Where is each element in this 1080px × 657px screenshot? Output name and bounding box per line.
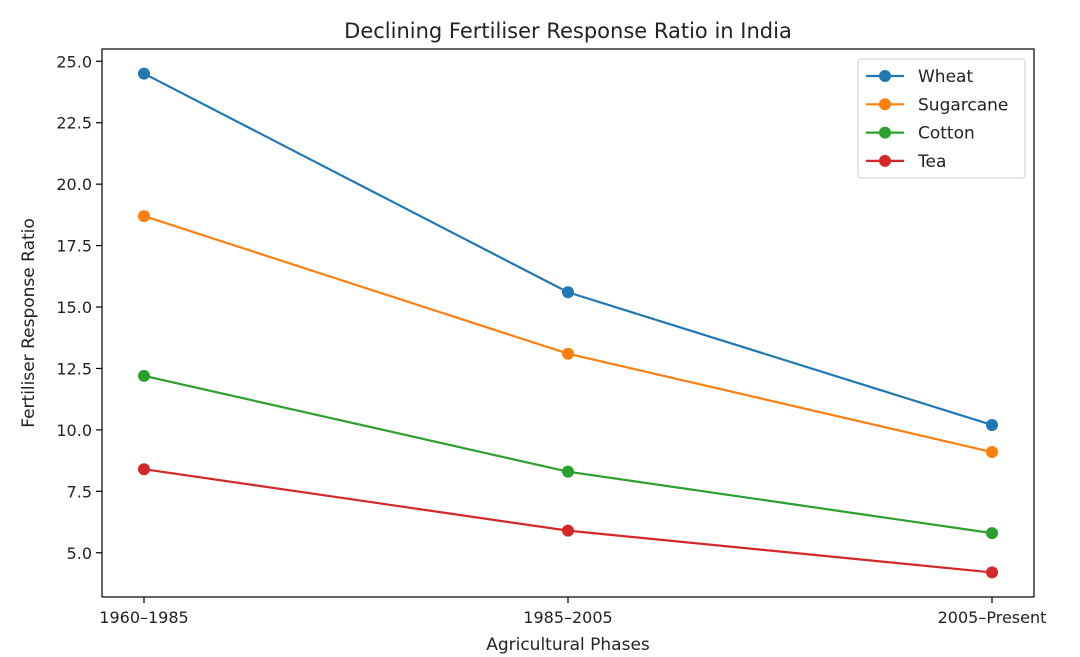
- legend-box: [857, 58, 1026, 179]
- data-point-tea: [562, 524, 574, 537]
- legend-marker-wheat: [879, 70, 891, 82]
- data-point-tea: [986, 566, 998, 579]
- data-point-cotton: [562, 465, 574, 478]
- data-point-tea: [138, 463, 150, 476]
- y-tick-label: 22.5: [56, 114, 92, 133]
- series-group: [138, 67, 998, 579]
- y-tick-label: 5.0: [67, 544, 92, 563]
- chart-title: Declining Fertiliser Response Ratio in I…: [344, 19, 792, 43]
- legend-marker-sugarcane: [879, 98, 891, 111]
- x-tick-label: 1960–1985: [99, 608, 188, 627]
- y-axis: 5.0 7.5 10.0 12.5 15.0 17.5 20.0 22.5 25.0: [56, 52, 102, 563]
- x-axis-label: Agricultural Phases: [486, 635, 650, 655]
- data-point-wheat: [138, 67, 150, 80]
- x-axis: 1960–1985 1985–2005 2005–Present: [99, 597, 1046, 627]
- y-tick-label: 15.0: [56, 298, 92, 317]
- data-point-sugarcane: [986, 446, 998, 459]
- legend: Wheat Sugarcane Cotton Tea: [857, 58, 1026, 179]
- data-point-cotton: [986, 527, 998, 540]
- x-tick-label: 2005–Present: [938, 608, 1047, 627]
- data-point-cotton: [138, 369, 150, 382]
- data-point-sugarcane: [138, 210, 150, 223]
- legend-label-tea: Tea: [917, 152, 946, 172]
- legend-label-sugarcane: Sugarcane: [918, 95, 1008, 115]
- legend-marker-cotton: [879, 126, 891, 139]
- legend-label-wheat: Wheat: [918, 67, 973, 87]
- y-axis-label: Fertiliser Response Ratio: [19, 218, 39, 428]
- y-tick-label: 7.5: [67, 482, 92, 501]
- y-tick-label: 20.0: [56, 175, 92, 194]
- data-point-sugarcane: [562, 347, 574, 360]
- y-tick-label: 12.5: [56, 359, 92, 378]
- legend-marker-tea: [879, 154, 891, 167]
- data-point-wheat: [986, 418, 998, 431]
- y-tick-label: 17.5: [56, 237, 92, 256]
- y-tick-label: 10.0: [56, 421, 92, 440]
- y-tick-label: 25.0: [56, 52, 92, 71]
- x-tick-label: 1985–2005: [523, 608, 612, 627]
- legend-items: Wheat Sugarcane Cotton Tea: [866, 67, 1008, 172]
- data-point-wheat: [562, 286, 574, 299]
- legend-label-cotton: Cotton: [918, 124, 975, 144]
